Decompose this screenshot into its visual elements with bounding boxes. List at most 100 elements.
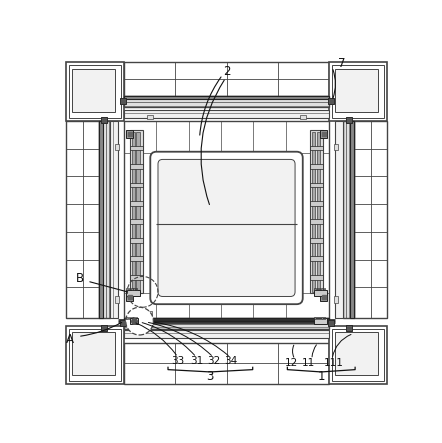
Bar (334, 296, 338, 303)
Text: 11: 11 (302, 358, 316, 368)
Bar (124, 110, 329, 118)
Bar (133, 288, 135, 290)
Bar (124, 96, 329, 107)
Bar (310, 256, 323, 261)
Bar (130, 219, 143, 224)
Bar (69, 66, 121, 118)
Bar (334, 144, 338, 150)
Bar (329, 62, 388, 121)
Bar (130, 238, 143, 243)
Bar (126, 318, 140, 324)
Bar (124, 318, 329, 329)
Bar (320, 130, 328, 138)
Bar (310, 201, 323, 206)
Bar (65, 121, 99, 318)
Bar (310, 130, 323, 293)
Bar (101, 117, 107, 123)
Bar (343, 121, 354, 318)
Bar (115, 296, 119, 303)
Bar (335, 69, 378, 112)
Bar (136, 288, 137, 290)
Text: 1: 1 (317, 370, 325, 383)
Text: 111: 111 (324, 358, 343, 368)
Bar (129, 288, 130, 290)
Bar (120, 98, 126, 104)
Bar (310, 238, 323, 243)
Bar (126, 288, 128, 290)
Bar (328, 98, 334, 104)
Bar (310, 275, 323, 280)
Bar (110, 121, 118, 318)
Bar (131, 288, 133, 290)
Bar (316, 288, 318, 290)
Bar (115, 144, 119, 150)
Bar (310, 183, 323, 187)
Text: 31: 31 (190, 356, 203, 366)
Bar (313, 290, 328, 296)
Bar (310, 146, 323, 150)
Bar (316, 132, 320, 292)
Bar (126, 130, 133, 138)
Bar (99, 121, 103, 318)
Bar (124, 343, 329, 384)
Bar (314, 288, 316, 290)
Text: 32: 32 (207, 356, 220, 366)
Text: 33: 33 (171, 356, 185, 366)
Bar (130, 201, 143, 206)
Text: 2: 2 (224, 65, 231, 78)
Bar (129, 316, 130, 319)
Bar (312, 132, 315, 292)
Bar (65, 326, 124, 384)
Bar (320, 293, 328, 301)
FancyBboxPatch shape (150, 152, 303, 304)
Bar (321, 288, 323, 290)
Bar (132, 132, 135, 292)
Text: 34: 34 (224, 356, 237, 366)
Bar (328, 319, 334, 326)
Bar (329, 326, 388, 384)
Bar (137, 132, 140, 292)
Bar (300, 115, 306, 119)
Bar (130, 164, 143, 169)
FancyBboxPatch shape (158, 159, 295, 296)
Bar (313, 318, 328, 324)
Text: 12: 12 (285, 358, 298, 368)
Bar (136, 316, 137, 319)
Bar (335, 121, 343, 318)
Bar (133, 316, 135, 319)
Bar (319, 288, 320, 290)
Bar (124, 62, 329, 96)
Bar (126, 316, 128, 319)
Bar (346, 325, 352, 331)
Text: 7: 7 (338, 58, 345, 70)
Bar (324, 288, 325, 290)
Bar (319, 316, 320, 319)
Text: A: A (66, 333, 74, 346)
Bar (124, 96, 329, 99)
Bar (324, 316, 325, 319)
Bar (130, 130, 143, 293)
Bar (351, 121, 354, 318)
Bar (130, 275, 143, 280)
Bar (321, 316, 323, 319)
Bar (346, 117, 352, 123)
Bar (126, 293, 133, 301)
Bar (69, 329, 121, 381)
Text: B: B (76, 272, 84, 284)
Bar (126, 290, 140, 296)
Bar (130, 146, 143, 150)
Bar (99, 121, 110, 318)
Bar (147, 115, 153, 119)
Circle shape (126, 307, 153, 335)
Bar (131, 316, 133, 319)
Bar (130, 318, 138, 324)
Bar (130, 256, 143, 261)
Bar (124, 121, 329, 318)
Bar (310, 164, 323, 169)
Bar (332, 329, 385, 381)
Text: 3: 3 (207, 370, 214, 383)
Bar (147, 311, 152, 317)
Bar (310, 219, 323, 224)
Bar (124, 330, 329, 338)
Bar (354, 121, 388, 318)
